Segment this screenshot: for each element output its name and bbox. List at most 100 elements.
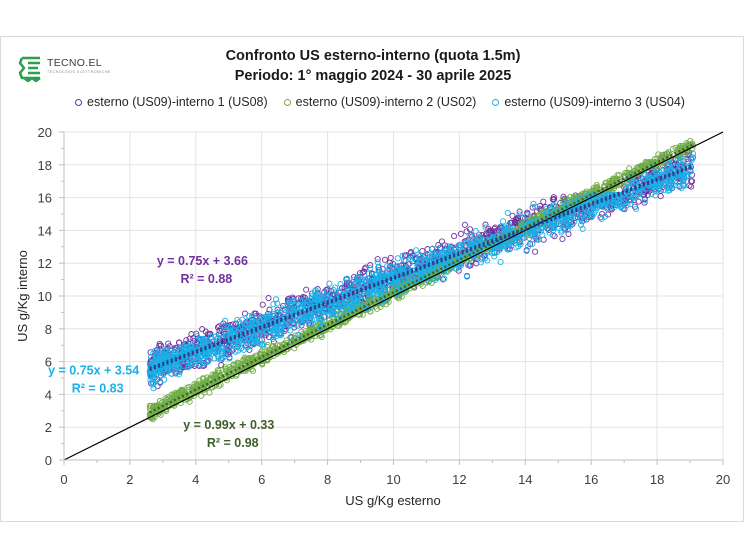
data-point bbox=[253, 313, 260, 320]
data-point bbox=[419, 282, 426, 289]
data-point bbox=[467, 262, 474, 269]
data-point bbox=[686, 182, 693, 189]
data-point bbox=[375, 291, 382, 299]
data-point bbox=[399, 252, 406, 259]
y-tick-label: 6 bbox=[45, 355, 52, 370]
logo-text: TECNO.EL bbox=[47, 57, 102, 69]
data-point bbox=[588, 213, 595, 220]
y-tick-label: 8 bbox=[45, 322, 52, 337]
data-point bbox=[280, 314, 288, 321]
data-point bbox=[198, 392, 205, 399]
data-point bbox=[256, 336, 263, 344]
data-point bbox=[618, 200, 625, 207]
data-point bbox=[323, 307, 330, 314]
data-point bbox=[524, 209, 531, 216]
data-point bbox=[346, 314, 353, 321]
data-point bbox=[305, 314, 312, 321]
data-point bbox=[472, 227, 479, 235]
data-point bbox=[225, 367, 232, 374]
data-point bbox=[162, 395, 169, 402]
data-point bbox=[504, 245, 511, 252]
series-3-points bbox=[146, 150, 697, 392]
data-point bbox=[516, 208, 523, 215]
data-point bbox=[649, 164, 656, 171]
data-point bbox=[175, 371, 182, 378]
data-point bbox=[523, 218, 530, 225]
data-point bbox=[200, 335, 207, 342]
data-point bbox=[565, 230, 572, 238]
data-point bbox=[264, 320, 271, 327]
data-point bbox=[438, 238, 445, 245]
data-point bbox=[150, 373, 157, 380]
data-point bbox=[559, 235, 566, 243]
data-point bbox=[504, 209, 511, 216]
data-point bbox=[567, 222, 574, 229]
data-point bbox=[292, 305, 300, 312]
data-point bbox=[415, 261, 422, 268]
data-point bbox=[187, 343, 194, 350]
data-point bbox=[491, 253, 498, 260]
data-point bbox=[328, 310, 336, 317]
data-point bbox=[199, 375, 207, 382]
data-point bbox=[676, 184, 683, 191]
data-point bbox=[482, 221, 489, 228]
x-axis-label: US g/Kg esterno bbox=[345, 493, 440, 508]
data-point bbox=[288, 334, 295, 341]
data-point bbox=[501, 227, 508, 234]
data-point bbox=[270, 330, 277, 337]
data-point bbox=[263, 327, 270, 335]
x-tick-label: 8 bbox=[324, 472, 331, 487]
data-point bbox=[431, 261, 438, 268]
x-tick-label: 20 bbox=[716, 472, 730, 487]
data-point bbox=[626, 165, 633, 172]
data-point bbox=[404, 281, 411, 288]
data-point bbox=[413, 247, 420, 254]
data-point bbox=[230, 329, 237, 337]
data-point bbox=[349, 301, 356, 308]
data-point bbox=[265, 295, 272, 302]
data-point bbox=[463, 238, 470, 245]
data-point bbox=[340, 306, 347, 313]
data-point bbox=[600, 192, 607, 199]
data-point bbox=[629, 194, 636, 201]
data-point bbox=[367, 264, 374, 272]
data-point bbox=[381, 256, 389, 263]
data-point bbox=[317, 292, 324, 299]
data-point bbox=[339, 302, 346, 309]
trendline-equation-series-3: y = 0.75x + 3.54 bbox=[48, 364, 139, 378]
data-point bbox=[394, 263, 401, 270]
data-point bbox=[614, 172, 621, 179]
data-point bbox=[421, 255, 428, 262]
trendline-series-2 bbox=[149, 143, 694, 414]
data-point bbox=[234, 316, 241, 323]
data-point bbox=[278, 308, 285, 315]
data-point bbox=[519, 234, 526, 241]
data-point bbox=[527, 228, 535, 235]
data-point bbox=[315, 298, 322, 305]
data-point bbox=[287, 301, 294, 308]
data-point bbox=[640, 175, 647, 182]
data-point bbox=[286, 298, 293, 305]
data-point bbox=[199, 357, 206, 364]
data-point bbox=[593, 205, 600, 212]
data-point bbox=[529, 219, 536, 226]
data-point bbox=[254, 340, 261, 347]
data-point bbox=[156, 398, 163, 405]
data-point bbox=[327, 307, 335, 314]
x-tick-label: 10 bbox=[386, 472, 400, 487]
data-point bbox=[285, 307, 292, 314]
data-point bbox=[222, 317, 229, 324]
logo-subtitle: TECNOLOGIE ELETTRONICHE bbox=[47, 70, 111, 74]
data-point bbox=[612, 195, 619, 202]
data-point bbox=[373, 271, 380, 278]
y-tick-label: 16 bbox=[38, 191, 52, 206]
data-point bbox=[627, 200, 634, 208]
data-point bbox=[201, 378, 208, 386]
data-point bbox=[366, 290, 374, 297]
data-point bbox=[260, 315, 267, 322]
data-point bbox=[530, 200, 537, 207]
data-point bbox=[287, 327, 294, 334]
data-point bbox=[514, 214, 521, 221]
x-tick-label: 0 bbox=[60, 472, 67, 487]
data-point bbox=[535, 236, 542, 243]
